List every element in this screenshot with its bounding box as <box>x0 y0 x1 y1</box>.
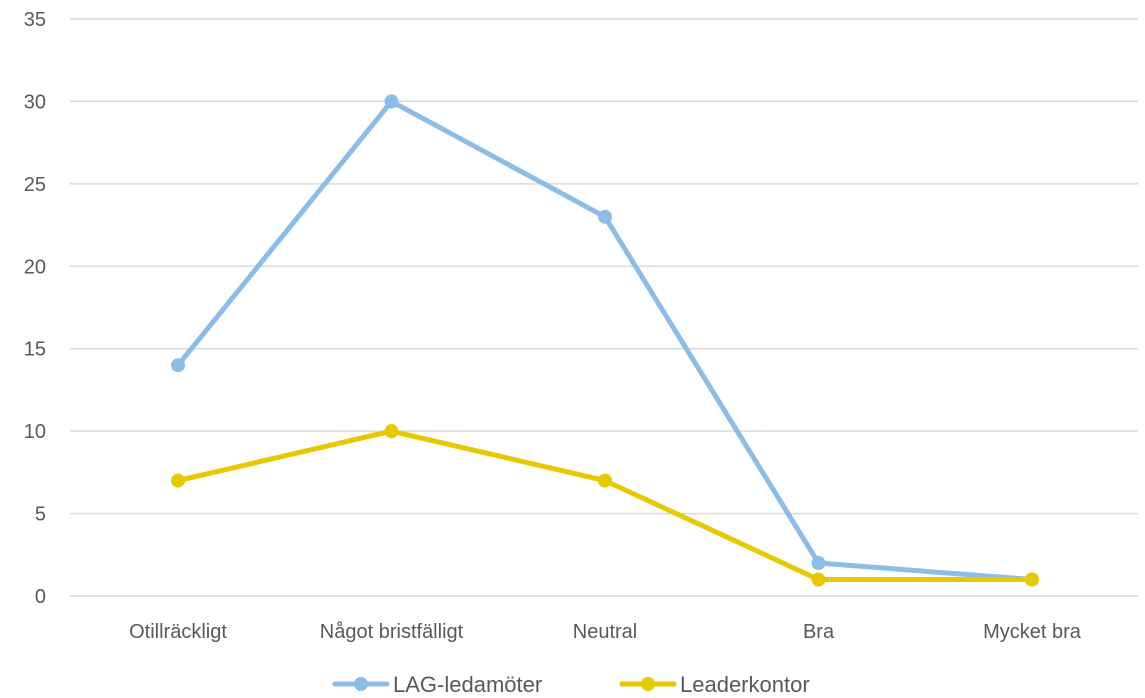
series-lines <box>171 94 1039 587</box>
x-tick-label: Mycket bra <box>983 621 1082 643</box>
legend-label: Leaderkontor <box>680 672 810 697</box>
x-axis-ticks: Otillräckligt Något bristfälligt Neutral Br… <box>129 621 1082 643</box>
data-point <box>171 473 185 488</box>
x-tick-label: Otillräckligt <box>129 621 227 643</box>
legend: LAG-ledamöter Leaderkontor <box>332 672 810 697</box>
x-tick-label: Neutral <box>573 621 637 643</box>
y-tick-label: 10 <box>24 421 46 443</box>
series-0 <box>171 94 1039 587</box>
series-1 <box>171 424 1039 587</box>
data-point <box>598 209 612 224</box>
legend-item-1: Leaderkontor <box>619 672 810 697</box>
legend-item-0: LAG-ledamöter <box>332 672 542 697</box>
gridlines <box>70 18 1138 597</box>
y-tick-label: 15 <box>24 339 46 361</box>
data-point <box>384 424 399 439</box>
y-tick-label: 20 <box>24 256 46 278</box>
data-point <box>811 556 826 571</box>
x-tick-label: Bra <box>803 621 835 643</box>
series-line <box>175 428 1035 583</box>
legend-swatch-marker <box>641 677 655 691</box>
y-axis-ticks: 0 5 10 15 20 25 30 35 <box>24 9 46 608</box>
y-tick-label: 5 <box>35 504 46 526</box>
y-tick-label: 25 <box>24 174 46 196</box>
y-tick-label: 35 <box>24 9 46 31</box>
data-point <box>171 358 185 373</box>
y-tick-label: 30 <box>24 91 46 113</box>
data-point <box>1025 572 1039 587</box>
data-point <box>598 473 612 488</box>
y-tick-label: 0 <box>35 586 46 608</box>
series-line <box>175 98 1035 583</box>
x-tick-label: Något bristfälligt <box>320 621 464 643</box>
legend-label: LAG-ledamöter <box>393 672 542 697</box>
legend-swatch-marker <box>354 677 368 691</box>
data-point <box>811 572 826 587</box>
data-point <box>384 94 399 109</box>
